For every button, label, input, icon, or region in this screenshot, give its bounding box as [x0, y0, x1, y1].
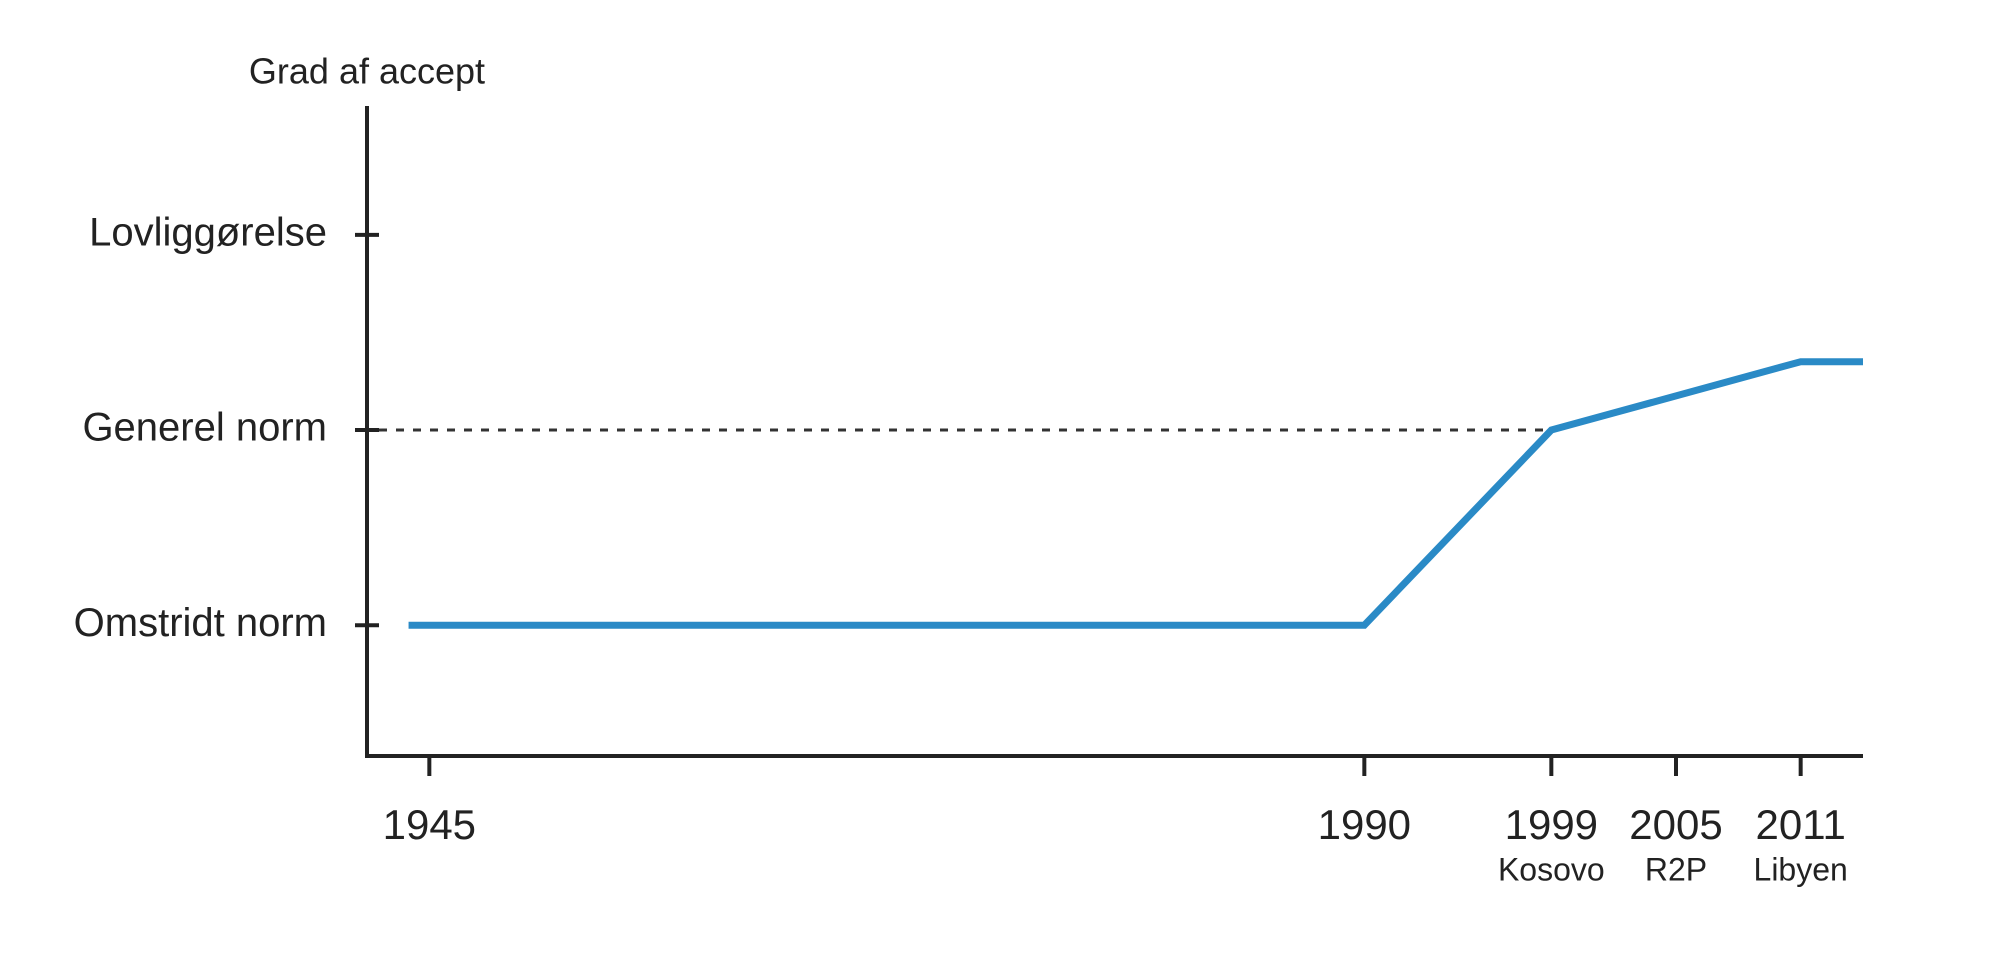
x-tick-label: 2011	[1756, 801, 1846, 848]
x-tick-label: 1999	[1505, 801, 1598, 848]
x-tick-label: 2005	[1629, 801, 1722, 848]
x-tick-note: R2P	[1645, 851, 1707, 887]
y-tick-label: Generel norm	[82, 406, 327, 450]
x-tick-note: Libyen	[1754, 851, 1848, 887]
x-tick-note: Kosovo	[1498, 851, 1605, 887]
x-tick-label: 1990	[1318, 801, 1411, 848]
y-axis-label: Grad af accept	[249, 51, 485, 92]
y-tick-label: Omstridt norm	[74, 601, 327, 645]
y-tick-label: Lovliggørelse	[89, 210, 327, 254]
x-tick-label: 1945	[383, 801, 476, 848]
series-line	[408, 358, 1863, 629]
